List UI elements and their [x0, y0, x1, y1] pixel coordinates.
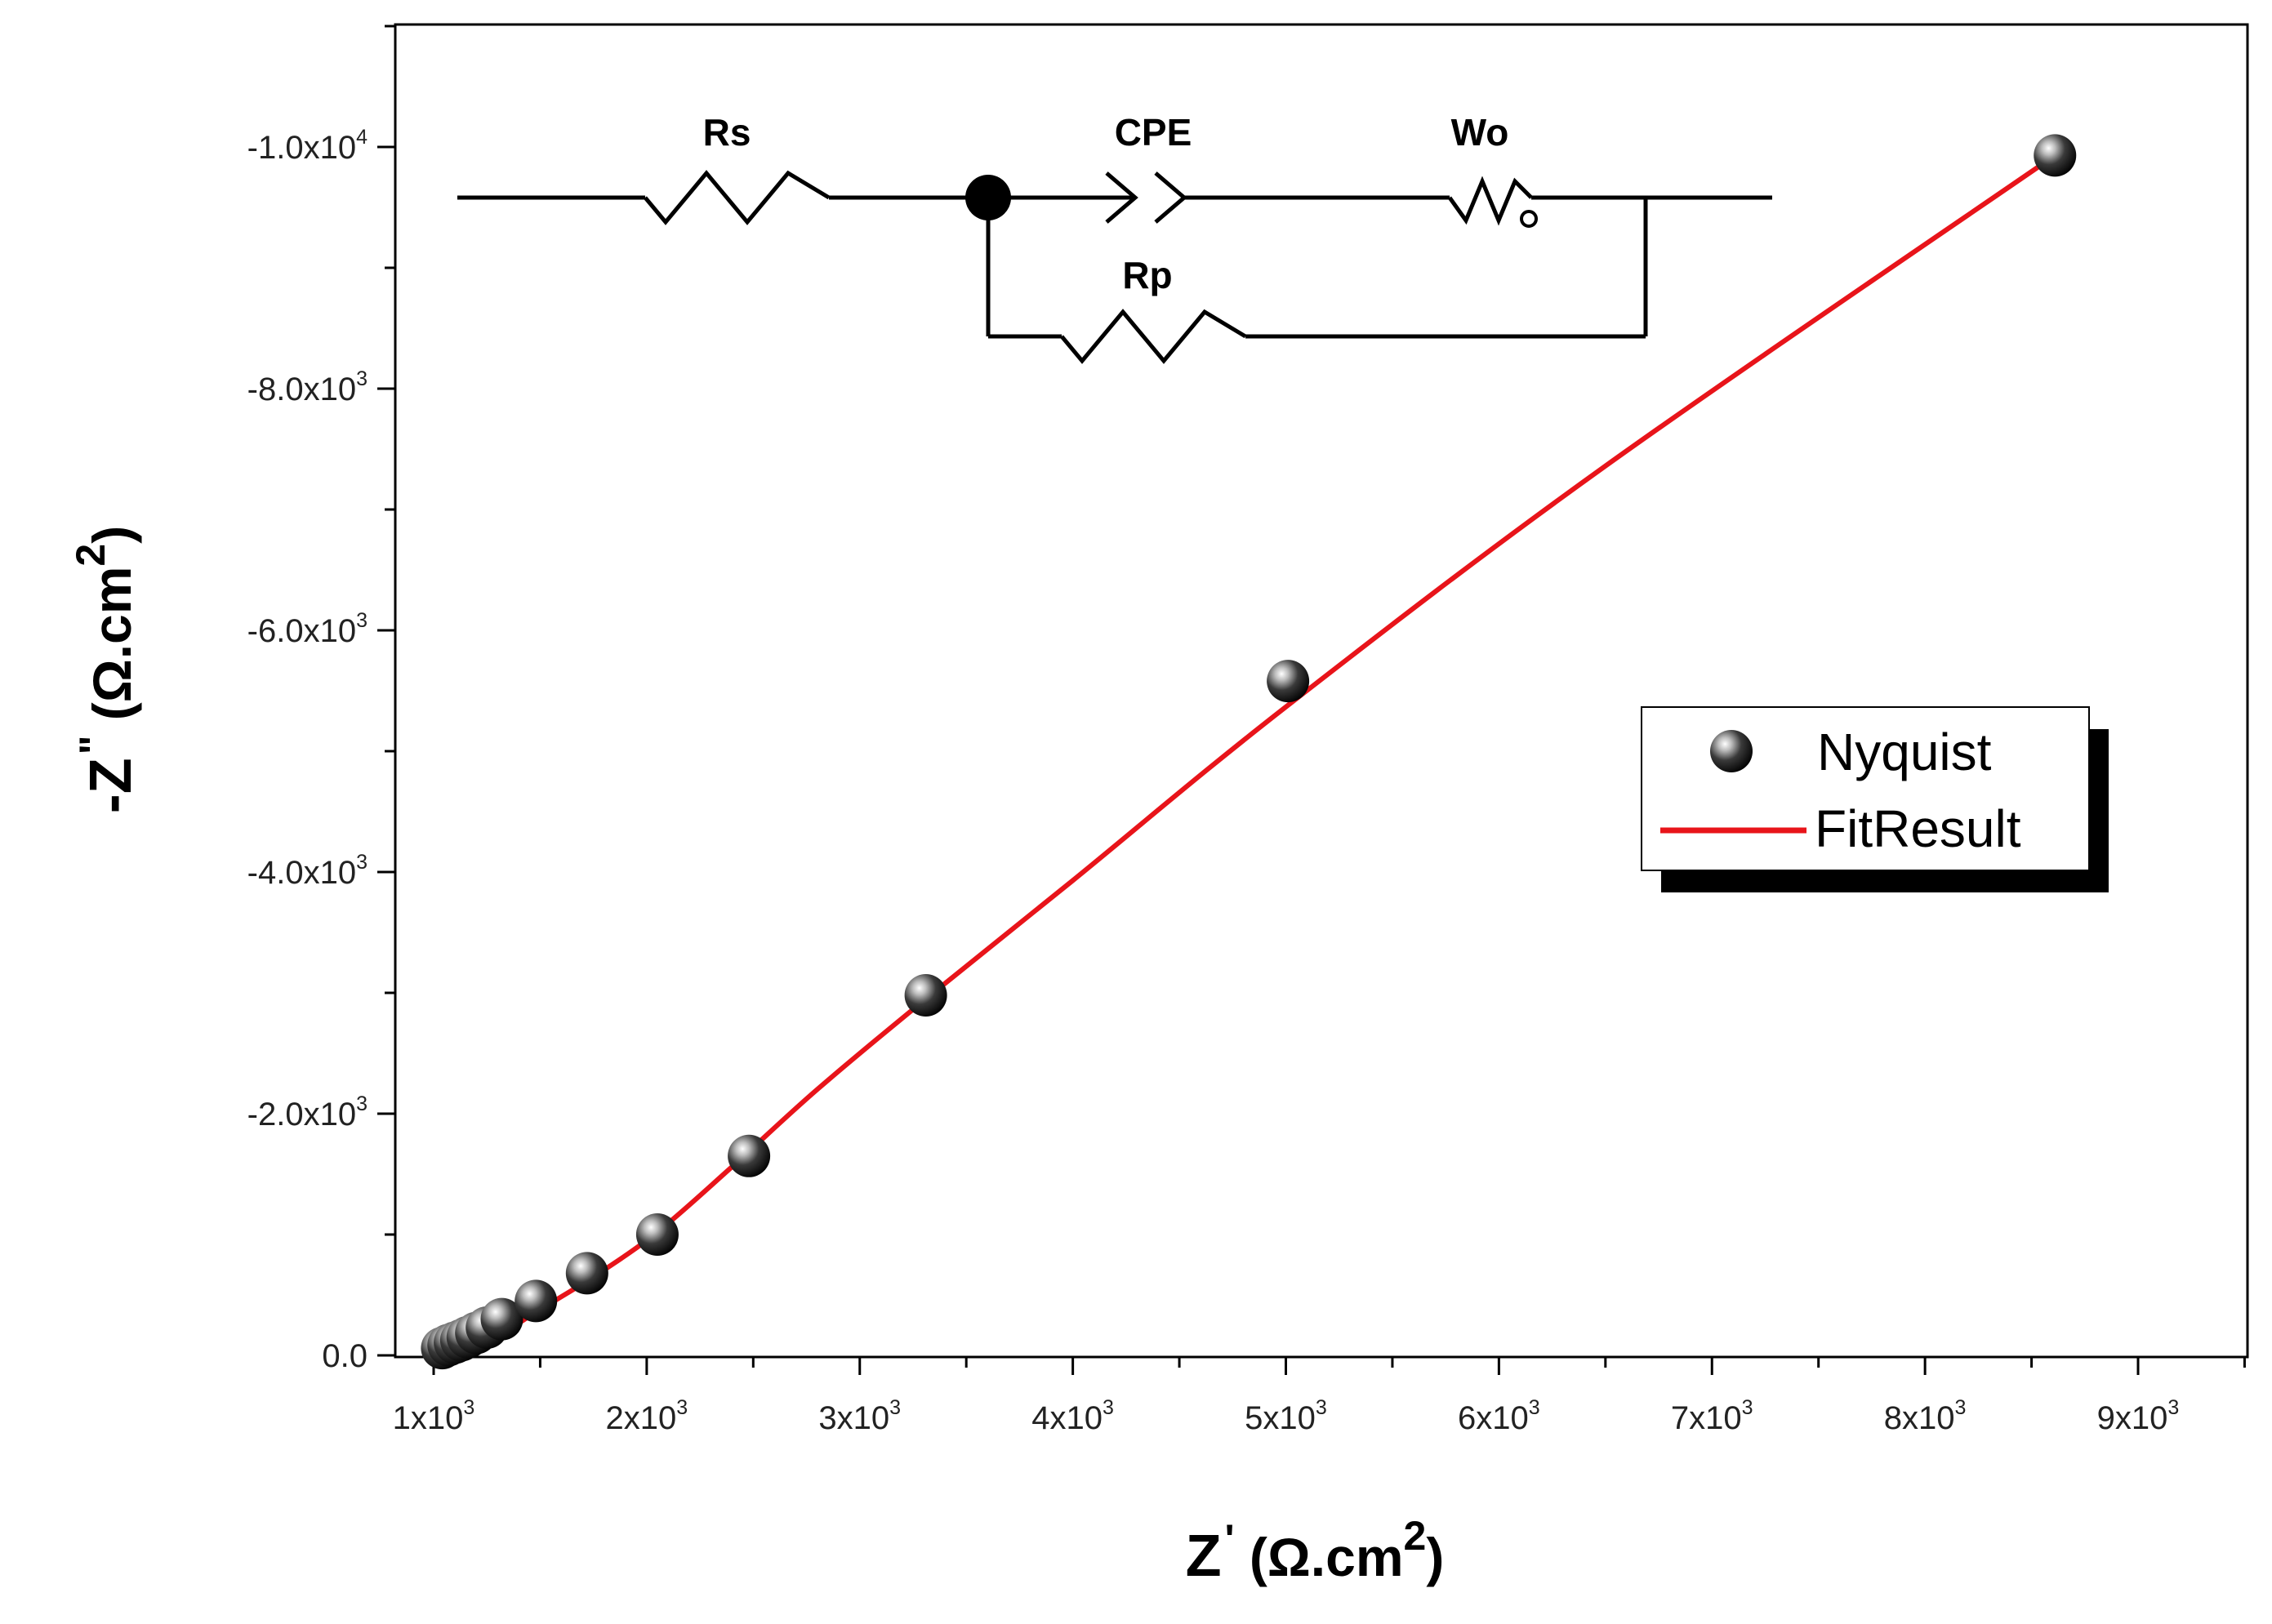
- nyquist-point-14: [2034, 134, 2077, 177]
- x-tick-label: 3x103: [818, 1396, 901, 1436]
- x-axis-tick-labels: 1x103 2x103 3x103 4x103 5x103 6x103 7x103 8x103…: [393, 1396, 2180, 1436]
- warburg-open-terminal: [1520, 210, 1538, 228]
- y-tick-label: 0.0: [322, 1338, 368, 1374]
- x-tick-label: 7x103: [1671, 1396, 1753, 1436]
- circuit-label-cpe: CPE: [1115, 111, 1192, 154]
- x-tick-label: 2x103: [606, 1396, 688, 1436]
- y-axis-ticks: [377, 24, 395, 1357]
- nyquist-point-13: [1267, 660, 1310, 703]
- nyquist-point-12: [904, 973, 947, 1017]
- y-tick-label: -1.0x104: [247, 126, 368, 166]
- nyquist-point-8: [515, 1279, 558, 1323]
- nyquist-point-11: [728, 1134, 771, 1177]
- cpe-element-symbol: [1105, 171, 1138, 224]
- x-tick-label: 9x103: [2097, 1396, 2180, 1436]
- nyquist-point-10: [635, 1213, 679, 1256]
- y-tick-label: -2.0x103: [247, 1092, 368, 1132]
- nyquist-point-9: [565, 1252, 608, 1295]
- nyquist-series-markers: [421, 134, 2077, 1370]
- x-tick-label: 4x103: [1031, 1396, 1114, 1436]
- legend-box: [1641, 706, 2090, 871]
- y-tick-label: -6.0x103: [247, 609, 368, 649]
- rp-resistor-symbol: [1060, 309, 1247, 364]
- x-axis-title: Z' (Ω.cm2): [1186, 1513, 1445, 1589]
- y-tick-label: -8.0x103: [247, 367, 368, 407]
- rs-resistor-symbol: [644, 170, 831, 225]
- equivalent-circuit-inset: [457, 170, 1772, 364]
- nyquist-point-7: [480, 1297, 523, 1341]
- circuit-label-wo: Wo: [1451, 111, 1509, 154]
- legend-nyquist-label: Nyquist: [1817, 723, 1992, 781]
- y-axis-title: -Z" (Ω.cm2): [68, 526, 144, 813]
- x-tick-label: 1x103: [393, 1396, 475, 1436]
- circuit-label-rp: Rp: [1122, 254, 1172, 296]
- legend: Nyquist FitResult: [1641, 706, 2109, 892]
- legend-fitresult-label: FitResult: [1815, 799, 2021, 858]
- y-tick-label: -4.0x103: [247, 851, 368, 891]
- x-axis-ticks: [432, 1357, 2246, 1375]
- y-axis-tick-labels: 0.0 -2.0x103 -4.0x103 -6.0x103 -8.0x103 -1.0x…: [247, 126, 368, 1374]
- circuit-node-dot: [965, 175, 1011, 220]
- plot-frame: [394, 23, 2249, 1359]
- x-tick-label: 6x103: [1458, 1396, 1540, 1436]
- wo-warburg-symbol: [1447, 176, 1533, 226]
- legend-nyquist-marker: [1710, 730, 1753, 772]
- cpe-element-symbol-2: [1154, 171, 1187, 224]
- circuit-label-rs: Rs: [703, 111, 751, 154]
- x-tick-label: 5x103: [1245, 1396, 1327, 1436]
- x-tick-label: 8x103: [1884, 1396, 1967, 1436]
